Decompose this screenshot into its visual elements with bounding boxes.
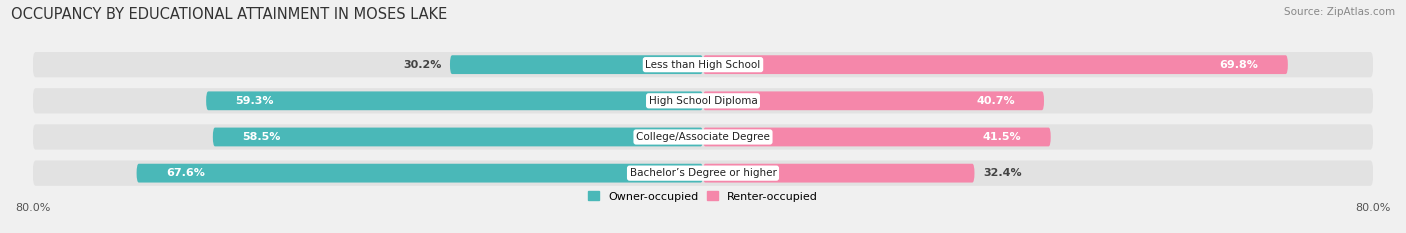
- FancyBboxPatch shape: [136, 164, 703, 182]
- FancyBboxPatch shape: [32, 88, 1374, 113]
- FancyBboxPatch shape: [703, 55, 1288, 74]
- FancyBboxPatch shape: [32, 124, 1374, 150]
- Text: 30.2%: 30.2%: [404, 60, 441, 70]
- Text: 32.4%: 32.4%: [983, 168, 1022, 178]
- Text: 69.8%: 69.8%: [1219, 60, 1258, 70]
- Text: Less than High School: Less than High School: [645, 60, 761, 70]
- Text: High School Diploma: High School Diploma: [648, 96, 758, 106]
- Text: 59.3%: 59.3%: [235, 96, 274, 106]
- Text: College/Associate Degree: College/Associate Degree: [636, 132, 770, 142]
- FancyBboxPatch shape: [212, 128, 703, 146]
- Text: OCCUPANCY BY EDUCATIONAL ATTAINMENT IN MOSES LAKE: OCCUPANCY BY EDUCATIONAL ATTAINMENT IN M…: [11, 7, 447, 22]
- FancyBboxPatch shape: [703, 128, 1050, 146]
- Text: 67.6%: 67.6%: [166, 168, 205, 178]
- Text: 41.5%: 41.5%: [983, 132, 1021, 142]
- FancyBboxPatch shape: [207, 91, 703, 110]
- FancyBboxPatch shape: [32, 52, 1374, 77]
- FancyBboxPatch shape: [450, 55, 703, 74]
- Text: Source: ZipAtlas.com: Source: ZipAtlas.com: [1284, 7, 1395, 17]
- Text: Bachelor’s Degree or higher: Bachelor’s Degree or higher: [630, 168, 776, 178]
- FancyBboxPatch shape: [703, 164, 974, 182]
- FancyBboxPatch shape: [703, 91, 1045, 110]
- Text: 58.5%: 58.5%: [242, 132, 281, 142]
- FancyBboxPatch shape: [32, 161, 1374, 186]
- Text: 40.7%: 40.7%: [976, 96, 1015, 106]
- Legend: Owner-occupied, Renter-occupied: Owner-occupied, Renter-occupied: [583, 187, 823, 206]
